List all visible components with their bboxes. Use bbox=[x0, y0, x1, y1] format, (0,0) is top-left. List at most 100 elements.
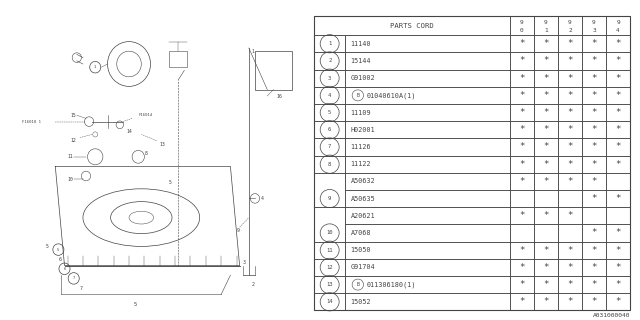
Text: *: * bbox=[519, 91, 525, 100]
Bar bbox=[582, 16, 606, 35]
Text: *: * bbox=[543, 246, 548, 255]
Bar bbox=[534, 138, 558, 156]
Bar bbox=[606, 121, 630, 138]
Text: 7: 7 bbox=[72, 276, 75, 280]
Bar bbox=[346, 207, 510, 224]
Text: *: * bbox=[567, 263, 573, 272]
Text: *: * bbox=[615, 74, 621, 83]
Bar bbox=[314, 276, 346, 293]
Text: 3: 3 bbox=[592, 28, 596, 33]
Bar bbox=[582, 259, 606, 276]
Bar bbox=[606, 16, 630, 35]
Text: *: * bbox=[591, 194, 596, 203]
Bar bbox=[534, 69, 558, 87]
Text: 11: 11 bbox=[68, 154, 74, 159]
Bar bbox=[606, 52, 630, 69]
Bar bbox=[510, 87, 534, 104]
Text: 1: 1 bbox=[94, 65, 97, 69]
Text: *: * bbox=[519, 142, 525, 151]
Bar bbox=[314, 35, 346, 52]
Text: A50635: A50635 bbox=[351, 196, 375, 202]
Bar bbox=[558, 242, 582, 259]
Bar bbox=[582, 190, 606, 207]
Bar bbox=[558, 276, 582, 293]
Bar bbox=[582, 35, 606, 52]
Text: A031000040: A031000040 bbox=[593, 313, 630, 318]
Text: *: * bbox=[615, 263, 621, 272]
Bar bbox=[314, 121, 346, 138]
Bar bbox=[606, 293, 630, 310]
Bar bbox=[606, 224, 630, 242]
Text: *: * bbox=[543, 142, 548, 151]
Bar bbox=[255, 51, 292, 90]
Bar bbox=[510, 16, 534, 35]
Text: *: * bbox=[591, 246, 596, 255]
Text: *: * bbox=[615, 108, 621, 117]
Bar bbox=[534, 87, 558, 104]
Bar bbox=[510, 259, 534, 276]
Bar bbox=[510, 242, 534, 259]
Bar bbox=[582, 242, 606, 259]
Text: 11: 11 bbox=[326, 248, 333, 253]
Text: *: * bbox=[591, 142, 596, 151]
Text: *: * bbox=[519, 74, 525, 83]
Bar bbox=[510, 35, 534, 52]
Bar bbox=[606, 69, 630, 87]
Text: B: B bbox=[356, 282, 360, 287]
Bar bbox=[346, 293, 510, 310]
Text: H02001: H02001 bbox=[351, 127, 375, 133]
Text: *: * bbox=[615, 297, 621, 306]
Bar bbox=[510, 276, 534, 293]
Text: 011306180(1): 011306180(1) bbox=[366, 281, 416, 288]
Bar bbox=[510, 121, 534, 138]
Text: *: * bbox=[543, 56, 548, 66]
Bar bbox=[558, 173, 582, 190]
Text: A7068: A7068 bbox=[351, 230, 371, 236]
Bar bbox=[558, 104, 582, 121]
Bar bbox=[534, 173, 558, 190]
Bar bbox=[346, 52, 510, 69]
Bar bbox=[534, 190, 558, 207]
Text: 3: 3 bbox=[328, 76, 332, 81]
Bar bbox=[346, 242, 510, 259]
Text: 16: 16 bbox=[276, 93, 282, 99]
Text: 7: 7 bbox=[328, 144, 332, 149]
Text: *: * bbox=[591, 39, 596, 48]
Text: *: * bbox=[567, 160, 573, 169]
Text: *: * bbox=[543, 211, 548, 220]
Text: *: * bbox=[567, 108, 573, 117]
Bar bbox=[534, 207, 558, 224]
Bar bbox=[582, 104, 606, 121]
Text: 10: 10 bbox=[326, 230, 333, 236]
Bar bbox=[346, 104, 510, 121]
Text: *: * bbox=[567, 91, 573, 100]
Text: 2: 2 bbox=[328, 59, 332, 63]
Text: *: * bbox=[567, 125, 573, 134]
Bar bbox=[534, 156, 558, 173]
Bar bbox=[582, 138, 606, 156]
Bar bbox=[314, 16, 510, 35]
Text: *: * bbox=[567, 74, 573, 83]
Text: 6: 6 bbox=[328, 127, 332, 132]
Bar bbox=[558, 259, 582, 276]
Bar bbox=[510, 104, 534, 121]
Bar bbox=[534, 259, 558, 276]
Bar bbox=[510, 190, 534, 207]
Bar bbox=[314, 52, 346, 69]
Bar bbox=[314, 293, 346, 310]
Text: *: * bbox=[519, 125, 525, 134]
Text: B: B bbox=[356, 93, 360, 98]
Bar bbox=[346, 173, 510, 190]
Text: 14: 14 bbox=[326, 299, 333, 304]
Bar bbox=[558, 190, 582, 207]
Bar bbox=[314, 104, 346, 121]
Text: *: * bbox=[591, 56, 596, 66]
Bar bbox=[346, 35, 510, 52]
Text: *: * bbox=[543, 263, 548, 272]
Bar bbox=[314, 87, 346, 104]
Bar bbox=[510, 156, 534, 173]
Text: 5: 5 bbox=[46, 244, 49, 249]
Text: 11122: 11122 bbox=[351, 161, 371, 167]
Bar bbox=[510, 293, 534, 310]
Text: *: * bbox=[543, 280, 548, 289]
